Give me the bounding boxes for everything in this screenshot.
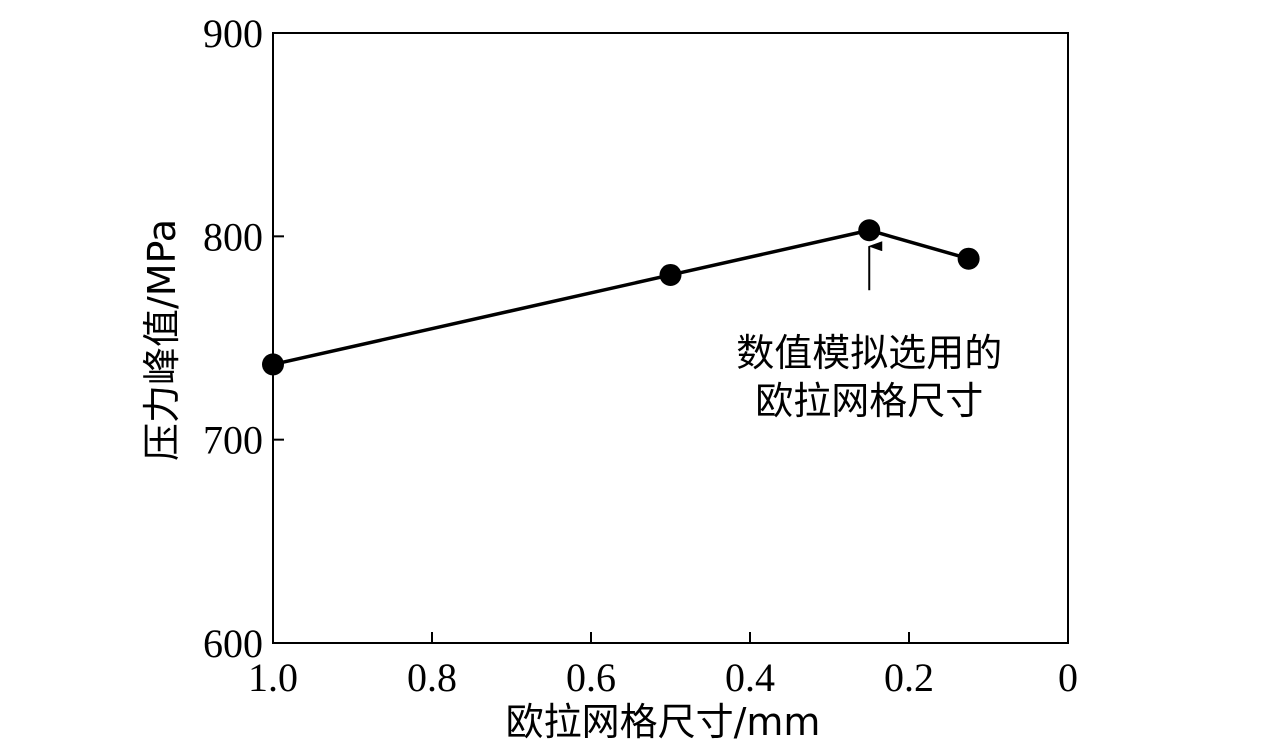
- plot-frame: [272, 32, 1069, 644]
- data-point: [659, 263, 682, 286]
- x-tick-label: 0.4: [725, 655, 775, 700]
- annotation-text: 数值模拟选用的: [736, 331, 1002, 375]
- y-tick-label: 700: [203, 418, 263, 463]
- x-tick-label: 0.6: [566, 655, 616, 700]
- data-point: [858, 219, 881, 242]
- annotation-text: 欧拉网格尺寸: [755, 379, 983, 423]
- x-tick-label: 0.8: [407, 655, 457, 700]
- data-point: [957, 247, 980, 270]
- y-tick-label: 600: [203, 621, 263, 666]
- data-point: [262, 353, 284, 376]
- x-tick-label: 1.0: [248, 655, 298, 700]
- x-tick-label: 0.2: [884, 655, 934, 700]
- x-tick-label: 0: [1058, 655, 1078, 700]
- series-line: [272, 228, 970, 367]
- x-axis-title: 欧拉网格尺寸/mm: [506, 700, 821, 744]
- y-axis-title: 压力峰值/MPa: [140, 219, 184, 461]
- y-tick-label: 800: [203, 214, 263, 259]
- y-tick-label: 900: [203, 11, 263, 56]
